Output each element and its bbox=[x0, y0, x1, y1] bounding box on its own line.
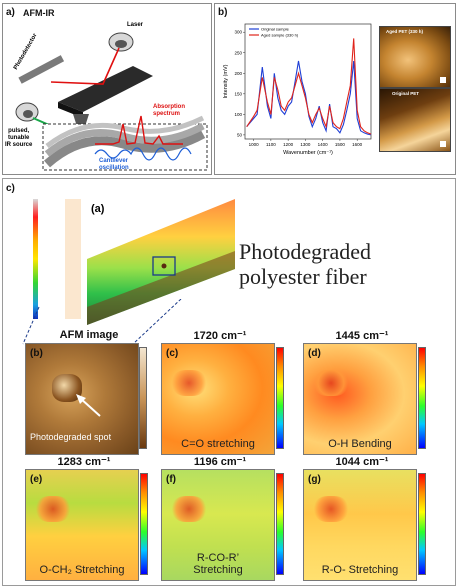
map-colorbar bbox=[276, 347, 284, 449]
photodegraded-spot bbox=[52, 374, 82, 402]
map-letter: (f) bbox=[166, 474, 176, 485]
map-colorbar bbox=[140, 473, 148, 575]
panel-a-title: AFM-IR bbox=[23, 8, 55, 18]
fiber-title: Photodegraded polyester fiber bbox=[239, 239, 371, 289]
y-tick-label: 100 bbox=[234, 112, 242, 117]
map-caption: C=O stretching bbox=[181, 438, 255, 450]
arrow-icon bbox=[76, 394, 101, 417]
absorption-label: Absorption spectrum bbox=[153, 104, 185, 117]
ir-map-d: (d) O-H Bending bbox=[303, 343, 417, 455]
map-wavenumber-title: 1283 cm⁻¹ bbox=[57, 456, 111, 468]
map-caption: O-CH₂ Stretching bbox=[39, 564, 125, 576]
x-tick-label: 1100 bbox=[266, 142, 276, 147]
afm-image-title: AFM image bbox=[59, 329, 119, 341]
zoom-arrows bbox=[22, 299, 182, 345]
panel-c-label: c) bbox=[6, 183, 15, 194]
afm-colorbar bbox=[139, 347, 147, 449]
y-tick-label: 200 bbox=[234, 71, 242, 76]
height-axis bbox=[65, 199, 81, 319]
ir-source-icon bbox=[15, 102, 39, 122]
x-tick-label: 1500 bbox=[335, 142, 346, 147]
ir-map-c: (c) C=O stretching bbox=[161, 343, 275, 455]
x-tick-label: 1600 bbox=[352, 142, 363, 147]
x-tick-label: 1000 bbox=[249, 142, 260, 147]
height-color-scale bbox=[33, 199, 38, 319]
map-wavenumber-title: 1196 cm⁻¹ bbox=[193, 456, 247, 468]
panel-a-label: a) bbox=[6, 7, 15, 18]
x-tick-label: 1400 bbox=[318, 142, 329, 147]
cantilever-label: Cantilever oscillation bbox=[99, 158, 129, 171]
panel-b-label: b) bbox=[218, 7, 228, 18]
map-caption: R-O- Stretching bbox=[321, 564, 399, 576]
map-caption: O-H Bending bbox=[328, 438, 392, 450]
ir-source-label: pulsed, tunable IR source bbox=[5, 128, 33, 148]
cantilever-icon bbox=[58, 66, 153, 112]
panel-c: c) (a) Photodegraded polyester fiber bbox=[2, 178, 456, 586]
scale-bar bbox=[440, 141, 446, 147]
map-colorbar bbox=[418, 473, 426, 575]
afm-ir-schematic bbox=[15, 32, 208, 171]
inset-aged-label: Aged PET (330 h) bbox=[386, 29, 424, 34]
map-feature bbox=[314, 370, 348, 396]
absorption-spectrum bbox=[95, 115, 183, 145]
map-wavenumber-title: 1720 cm⁻¹ bbox=[193, 330, 247, 342]
map-feature bbox=[36, 496, 70, 522]
ir-map-f: (f) R-CO-R’ Stretching bbox=[161, 469, 275, 581]
panel-b: b) 1000 1100 1200 1300 1400 1500 1600 50 100 150 2… bbox=[214, 3, 456, 175]
ir-spectrum-chart: 1000 1100 1200 1300 1400 1500 1600 50 100 150 200 2… bbox=[223, 23, 372, 156]
photodetector-icon bbox=[18, 55, 65, 84]
map-wavenumber-title: 1044 cm⁻¹ bbox=[335, 456, 389, 468]
map-letter: (g) bbox=[308, 474, 321, 485]
inset-aged-pet: Aged PET (330 h) bbox=[379, 26, 451, 88]
map-letter: (c) bbox=[166, 348, 179, 359]
map-letter: (d) bbox=[308, 348, 321, 359]
y-tick-label: 250 bbox=[234, 50, 242, 55]
ir-map-g: (g) R-O- Stretching bbox=[303, 469, 417, 581]
sub-label-b: (b) bbox=[30, 348, 43, 359]
x-axis-label: Wavenumber (cm⁻¹) bbox=[283, 150, 333, 156]
x-tick-label: 1200 bbox=[283, 142, 294, 147]
panel-a: a) AFM-IR Laser Pho bbox=[2, 3, 212, 175]
y-tick-label: 150 bbox=[234, 91, 242, 96]
inset-original-label: Original PET bbox=[392, 91, 420, 96]
y-tick-label: 300 bbox=[234, 30, 242, 35]
map-feature bbox=[172, 496, 206, 522]
plot-area bbox=[244, 23, 372, 140]
map-caption: R-CO-R’ Stretching bbox=[193, 552, 243, 576]
selection-box bbox=[152, 256, 176, 276]
sub-label-a: (a) bbox=[91, 203, 105, 215]
laser-icon bbox=[108, 32, 134, 52]
scale-bar bbox=[440, 77, 446, 83]
laser-label: Laser bbox=[127, 22, 144, 28]
series-line-1 bbox=[246, 38, 372, 135]
legend-entry: Aged sample (330 h) bbox=[261, 33, 299, 38]
map-feature bbox=[172, 370, 206, 396]
photodegraded-spot-label: Photodegraded spot bbox=[30, 432, 112, 442]
fiber-3d-view bbox=[87, 199, 235, 325]
afm-image: (b) Photodegraded spot bbox=[25, 343, 139, 455]
map-feature bbox=[314, 496, 348, 522]
map-colorbar bbox=[418, 347, 426, 449]
y-axis-label: Intensity (mV) bbox=[223, 64, 229, 98]
legend-entry: Original sample bbox=[261, 27, 290, 32]
y-tick-label: 50 bbox=[237, 132, 243, 137]
map-wavenumber-title: 1445 cm⁻¹ bbox=[335, 330, 389, 342]
ir-map-e: (e) O-CH₂ Stretching bbox=[25, 469, 139, 581]
map-letter: (e) bbox=[30, 474, 43, 485]
x-tick-label: 1300 bbox=[300, 142, 311, 147]
map-colorbar bbox=[276, 473, 284, 575]
inset-original-pet: Original PET bbox=[379, 88, 451, 152]
cantilever-oscillation bbox=[94, 147, 192, 161]
